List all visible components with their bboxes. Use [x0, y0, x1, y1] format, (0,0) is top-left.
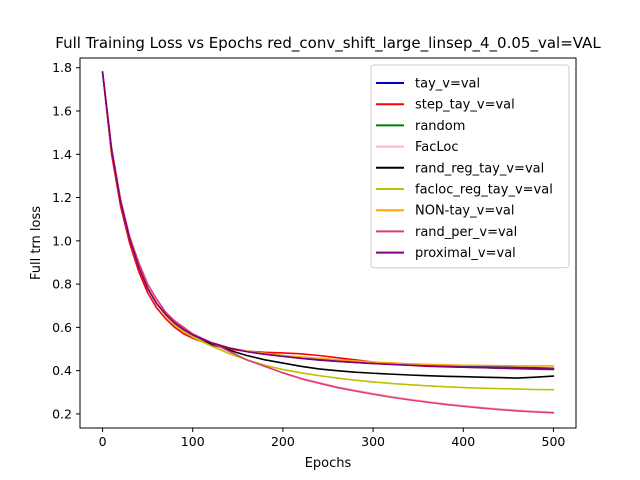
legend-label: random	[415, 119, 465, 134]
legend-label: rand_reg_tay_v=val	[415, 161, 544, 176]
x-tick-label: 500	[542, 434, 566, 449]
y-axis-label: Full trn loss	[29, 206, 44, 280]
series-line-7	[101, 71, 555, 414]
series-layer	[101, 71, 555, 414]
legend-label: tay_v=val	[415, 77, 480, 92]
y-tick-label: 0.8	[52, 277, 72, 292]
y-tick-label: 0.2	[52, 406, 72, 421]
chart-title: Full Training Loss vs Epochs red_conv_sh…	[55, 34, 601, 53]
x-axis-label: Epochs	[305, 456, 352, 471]
x-tick-label: 400	[451, 434, 475, 449]
y-axis: 0.2 0.4 0.6 0.8 1.0 1.2 1.4 1.6 1.8	[52, 60, 80, 421]
x-axis: 0 100 200 300 400 500	[99, 428, 566, 449]
plot-frame	[79, 57, 577, 429]
x-tick-label: 200	[271, 434, 295, 449]
legend-label: facloc_reg_tay_v=val	[415, 183, 553, 198]
x-tick-label: 0	[99, 434, 107, 449]
y-tick-label: 0.6	[52, 320, 72, 335]
y-tick-label: 0.4	[52, 363, 72, 378]
y-tick-label: 1.4	[52, 147, 72, 162]
legend-label: proximal_v=val	[415, 246, 516, 261]
y-tick-label: 1.0	[52, 233, 72, 248]
y-tick-label: 1.2	[52, 190, 72, 205]
x-tick-label: 100	[181, 434, 205, 449]
legend-label: NON-tay_v=val	[415, 204, 515, 219]
legend-label: rand_per_v=val	[415, 225, 517, 240]
legend-box	[370, 64, 570, 269]
legend-label: step_tay_v=val	[415, 98, 515, 113]
y-tick-label: 1.6	[52, 104, 72, 119]
legend-label: FacLoc	[415, 140, 459, 155]
y-tick-label: 1.8	[52, 60, 72, 75]
series-line-8	[101, 71, 555, 370]
x-tick-label: 300	[361, 434, 385, 449]
